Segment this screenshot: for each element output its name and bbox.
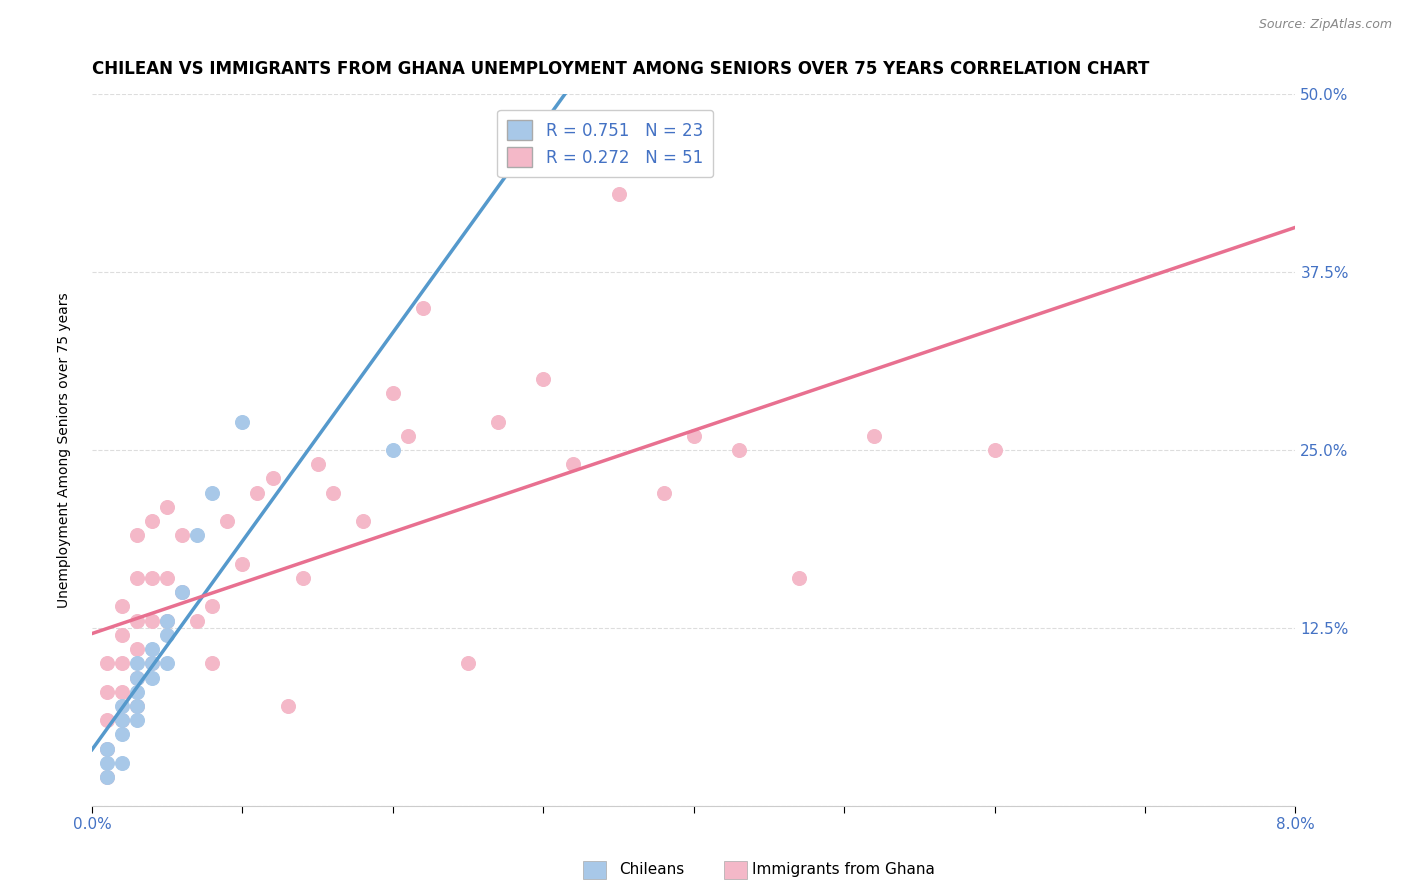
- Point: [141, 657, 163, 671]
- Point: [111, 756, 134, 770]
- Point: [652, 485, 675, 500]
- Point: [127, 528, 149, 542]
- Point: [141, 514, 163, 528]
- Point: [96, 770, 118, 784]
- Point: [96, 770, 118, 784]
- Point: [127, 685, 149, 699]
- Point: [96, 741, 118, 756]
- Point: [127, 699, 149, 714]
- Point: [127, 571, 149, 585]
- Point: [381, 386, 404, 401]
- Point: [96, 657, 118, 671]
- Point: [96, 741, 118, 756]
- Point: [728, 442, 751, 457]
- Point: [141, 642, 163, 657]
- Y-axis label: Unemployment Among Seniors over 75 years: Unemployment Among Seniors over 75 years: [58, 293, 72, 607]
- Point: [156, 614, 179, 628]
- Point: [127, 713, 149, 727]
- Point: [127, 614, 149, 628]
- Point: [231, 557, 253, 571]
- Point: [141, 657, 163, 671]
- Point: [96, 685, 118, 699]
- Point: [457, 657, 479, 671]
- Text: CHILEAN VS IMMIGRANTS FROM GHANA UNEMPLOYMENT AMONG SENIORS OVER 75 YEARS CORREL: CHILEAN VS IMMIGRANTS FROM GHANA UNEMPLO…: [91, 60, 1149, 78]
- Point: [322, 485, 344, 500]
- Point: [381, 442, 404, 457]
- Point: [277, 699, 299, 714]
- Point: [111, 699, 134, 714]
- Point: [111, 685, 134, 699]
- Point: [246, 485, 269, 500]
- Point: [111, 727, 134, 741]
- Point: [172, 585, 194, 599]
- Point: [412, 301, 434, 315]
- Point: [141, 571, 163, 585]
- Point: [352, 514, 374, 528]
- Point: [111, 628, 134, 642]
- Point: [156, 614, 179, 628]
- Point: [111, 713, 134, 727]
- Point: [127, 671, 149, 685]
- Point: [156, 628, 179, 642]
- Point: [562, 457, 585, 471]
- Point: [201, 657, 224, 671]
- Point: [863, 429, 886, 443]
- Point: [172, 585, 194, 599]
- Point: [96, 756, 118, 770]
- Point: [111, 657, 134, 671]
- Point: [396, 429, 419, 443]
- Point: [201, 599, 224, 614]
- Point: [172, 528, 194, 542]
- Point: [231, 415, 253, 429]
- Point: [983, 442, 1005, 457]
- Point: [486, 415, 509, 429]
- Point: [156, 571, 179, 585]
- Point: [262, 471, 284, 485]
- Point: [127, 699, 149, 714]
- Point: [141, 614, 163, 628]
- Point: [141, 671, 163, 685]
- Point: [156, 657, 179, 671]
- Point: [127, 642, 149, 657]
- Legend: R = 0.751   N = 23, R = 0.272   N = 51: R = 0.751 N = 23, R = 0.272 N = 51: [498, 110, 713, 178]
- Point: [111, 599, 134, 614]
- Point: [186, 528, 208, 542]
- Point: [127, 671, 149, 685]
- Text: Immigrants from Ghana: Immigrants from Ghana: [752, 863, 935, 877]
- Point: [127, 657, 149, 671]
- Point: [531, 372, 554, 386]
- Point: [291, 571, 314, 585]
- Point: [201, 485, 224, 500]
- Point: [96, 713, 118, 727]
- Text: Source: ZipAtlas.com: Source: ZipAtlas.com: [1258, 18, 1392, 31]
- Point: [607, 186, 630, 201]
- Point: [186, 614, 208, 628]
- Point: [682, 429, 704, 443]
- Point: [307, 457, 329, 471]
- Point: [111, 713, 134, 727]
- Text: Chileans: Chileans: [619, 863, 683, 877]
- Point: [156, 500, 179, 514]
- Point: [217, 514, 239, 528]
- Point: [787, 571, 810, 585]
